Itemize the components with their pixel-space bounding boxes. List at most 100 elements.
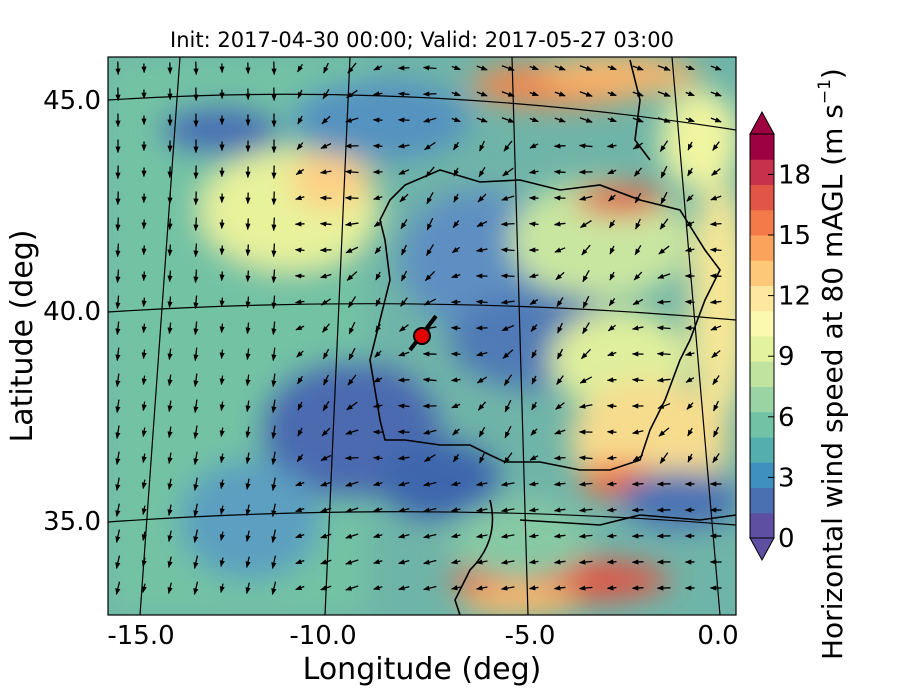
wind-arrow (423, 453, 436, 463)
wind-arrow (553, 559, 566, 565)
wind-arrow (167, 400, 173, 413)
colorbar-max-extend (749, 110, 775, 135)
wind-arrow (579, 195, 593, 201)
wind-arrow (530, 428, 538, 436)
coastline (369, 59, 736, 615)
colorbar-bin (750, 462, 774, 488)
wind-arrow (578, 585, 593, 591)
wind-arrow (320, 454, 332, 462)
colorbar-label: Horizontal wind speed at 80 mAGL (m s−1) (815, 68, 849, 660)
wind-arrow (141, 479, 147, 490)
wind-arrow (115, 451, 121, 466)
wind-arrow (245, 322, 251, 335)
wind-arrow (475, 507, 488, 513)
wind-arrow (193, 269, 199, 284)
wind-arrow (344, 455, 359, 461)
wind-arrow (167, 426, 173, 439)
wind-arrow (500, 299, 515, 305)
wind-arrow (634, 244, 642, 256)
wind-arrow (397, 91, 410, 97)
wind-arrow (632, 429, 644, 435)
wind-arrow (501, 91, 515, 97)
wind-arrow (631, 325, 644, 331)
wind-arrow (426, 191, 434, 205)
wind-arrow (375, 323, 381, 333)
wind-arrow (500, 481, 515, 487)
wind-arrow (553, 481, 566, 487)
wind-arrow (450, 325, 461, 331)
wind-arrow (554, 247, 566, 253)
wind-arrow (528, 559, 539, 565)
colorbar-bin (750, 361, 774, 387)
wind-arrow (710, 65, 722, 71)
wind-arrow (423, 585, 437, 591)
wind-arrow (401, 244, 407, 256)
wind-arrow (710, 91, 722, 97)
wind-arrow (709, 273, 722, 279)
wind-arrow (476, 376, 487, 384)
x-tick: -15.0 (107, 621, 174, 651)
wind-arrow (503, 374, 513, 386)
wind-arrow (397, 403, 410, 409)
wind-arrow (607, 117, 617, 123)
wind-arrow (657, 402, 671, 410)
wind-arrow (450, 507, 461, 513)
wind-arrow (345, 559, 359, 565)
wind-arrow (579, 117, 593, 123)
wind-arrow (295, 195, 305, 201)
wind-arrow (193, 555, 199, 569)
wind-arrow (475, 481, 488, 487)
wind-arrow (295, 559, 305, 565)
wind-arrow (375, 271, 381, 281)
wind-arrow (578, 559, 593, 565)
wind-arrow (167, 478, 173, 491)
wind-arrow (344, 169, 359, 175)
wind-arrow (167, 374, 173, 387)
wind-arrow (529, 273, 539, 279)
wind-arrow (141, 349, 147, 360)
colorbar-bin (750, 184, 774, 211)
wind-arrow (709, 299, 722, 305)
wind-arrow (609, 245, 615, 255)
wind-arrow (167, 582, 173, 594)
wind-arrow (426, 217, 434, 231)
wind-arrow (631, 507, 644, 513)
wind-arrow (320, 298, 331, 306)
wind-arrow (375, 297, 381, 307)
y-axis-label: Latitude (deg) (5, 230, 40, 443)
wind-arrow (633, 271, 643, 281)
wind-arrow (345, 246, 359, 254)
wind-arrow (452, 428, 460, 436)
wind-arrow (554, 429, 566, 435)
wind-arrow (271, 477, 277, 492)
wind-arrow (141, 453, 147, 464)
wind-arrow (581, 244, 591, 256)
wind-arrow (245, 244, 251, 257)
wind-arrow (501, 65, 515, 71)
wind-arrow (271, 321, 277, 336)
wind-arrow (295, 481, 305, 487)
wind-arrow (219, 401, 225, 412)
wind-arrow (659, 140, 669, 152)
wind-arrow (398, 585, 410, 591)
wind-arrow (578, 455, 593, 461)
wind-arrow (141, 401, 147, 412)
wind-arrow (477, 401, 487, 411)
colorbar-bin (750, 260, 774, 286)
plot-title: Init: 2017-04-30 00:00; Valid: 2017-05-2… (170, 28, 674, 52)
wind-arrow (450, 585, 461, 591)
wind-arrow (475, 247, 488, 253)
wind-arrow (399, 193, 409, 203)
x-axis-label: Longitude (deg) (303, 652, 542, 687)
wind-arrow (400, 219, 408, 230)
wind-arrow (115, 295, 121, 310)
wind-arrow (193, 347, 199, 362)
wind-arrow (582, 269, 590, 283)
wind-arrow (398, 169, 410, 175)
wind-arrow (582, 322, 590, 335)
wind-arrow (479, 452, 485, 464)
wind-arrow (529, 91, 539, 97)
wind-arrow (633, 167, 643, 177)
wind-arrow (141, 557, 147, 568)
wind-arrow (245, 348, 251, 361)
